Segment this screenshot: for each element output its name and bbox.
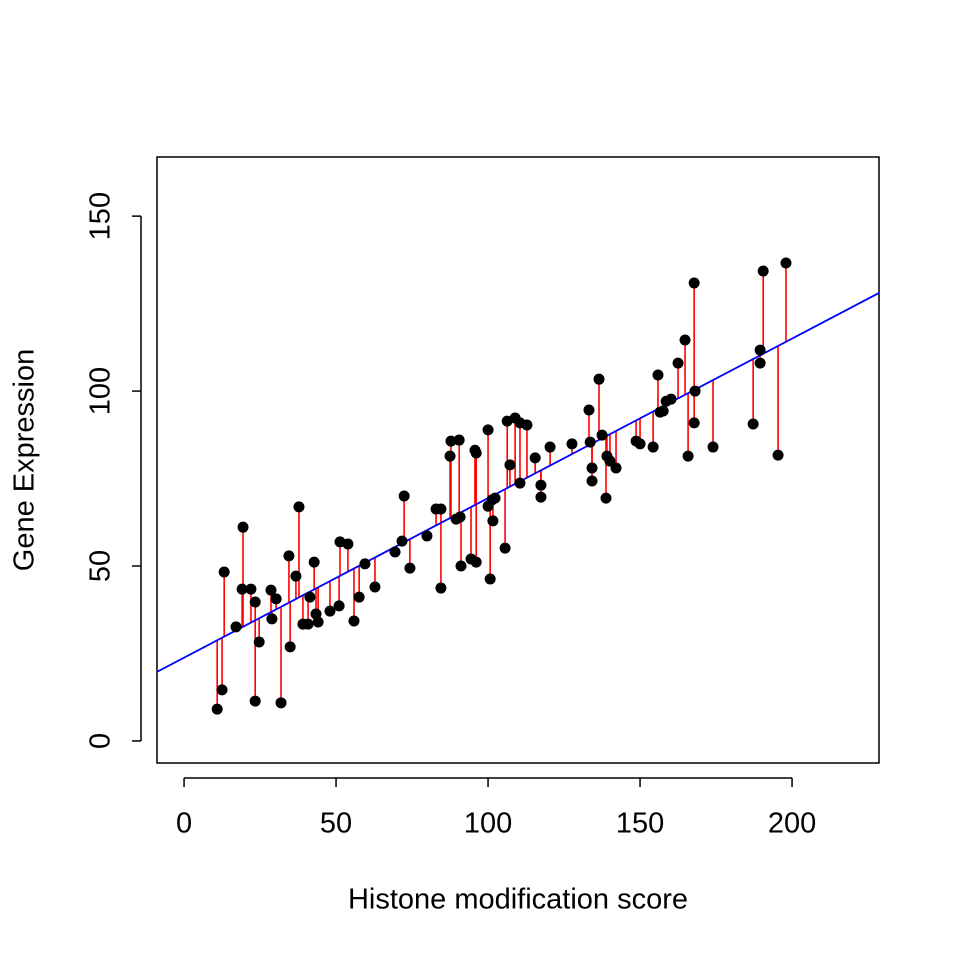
point (348, 615, 360, 627)
point (230, 621, 242, 633)
point (290, 570, 302, 582)
point (353, 591, 365, 603)
y-tick-label: 100 (85, 367, 117, 415)
point (308, 556, 320, 568)
point (772, 449, 784, 461)
point (455, 560, 467, 572)
point (253, 636, 265, 648)
point (237, 521, 249, 533)
point (487, 515, 499, 527)
point (652, 369, 664, 381)
point (333, 600, 345, 612)
point (665, 393, 677, 405)
point (284, 641, 296, 653)
x-tick-label: 50 (320, 808, 352, 840)
point (236, 583, 248, 595)
point (404, 562, 416, 574)
point (583, 404, 595, 416)
y-tick-label: 0 (85, 733, 117, 749)
point (444, 450, 456, 462)
point (679, 334, 691, 346)
point (245, 583, 257, 595)
point (682, 450, 694, 462)
point (647, 441, 659, 453)
point (586, 475, 598, 487)
point (324, 605, 336, 617)
point (435, 503, 447, 515)
x-tick-label: 0 (176, 808, 192, 840)
y-axis-label: Gene Expression (9, 349, 41, 571)
point (780, 257, 792, 269)
y-tick-label: 50 (85, 550, 117, 582)
point (600, 492, 612, 504)
point (672, 357, 684, 369)
x-tick-label: 100 (464, 808, 512, 840)
point (566, 438, 578, 450)
point (586, 462, 598, 474)
point (421, 530, 433, 542)
point (707, 441, 719, 453)
point (270, 593, 282, 605)
point (266, 613, 278, 625)
point (514, 477, 526, 489)
point (265, 584, 277, 596)
point (359, 558, 371, 570)
point (521, 419, 533, 431)
point (499, 542, 511, 554)
point (754, 357, 766, 369)
point (688, 417, 700, 429)
point (657, 405, 669, 417)
point (529, 452, 541, 464)
point (484, 573, 496, 585)
point (596, 429, 608, 441)
point (312, 616, 324, 628)
plot-frame (156, 156, 880, 764)
point (211, 703, 223, 715)
point (445, 435, 457, 447)
point (453, 434, 465, 446)
point (593, 373, 605, 385)
point (275, 697, 287, 709)
point (216, 684, 228, 696)
point (689, 385, 701, 397)
point (470, 447, 482, 459)
point (754, 344, 766, 356)
point (535, 479, 547, 491)
point (342, 538, 354, 550)
point (482, 424, 494, 436)
point (389, 546, 401, 558)
x-axis-label: Histone modification score (348, 884, 688, 916)
point (634, 438, 646, 450)
point (470, 556, 482, 568)
point (504, 459, 516, 471)
point (249, 695, 261, 707)
x-tick-label: 150 (616, 808, 664, 840)
point (757, 265, 769, 277)
point (489, 492, 501, 504)
point (544, 441, 556, 453)
point (249, 596, 261, 608)
x-tick-label: 200 (768, 808, 816, 840)
point (304, 591, 316, 603)
point (610, 462, 622, 474)
point (454, 511, 466, 523)
point (688, 277, 700, 289)
point (535, 491, 547, 503)
point (218, 566, 230, 578)
point (396, 535, 408, 547)
point (283, 550, 295, 562)
point (302, 618, 314, 630)
point (369, 581, 381, 593)
y-tick-label: 150 (85, 192, 117, 240)
point (584, 436, 596, 448)
point (293, 501, 305, 513)
point (435, 582, 447, 594)
point (747, 418, 759, 430)
point (398, 490, 410, 502)
